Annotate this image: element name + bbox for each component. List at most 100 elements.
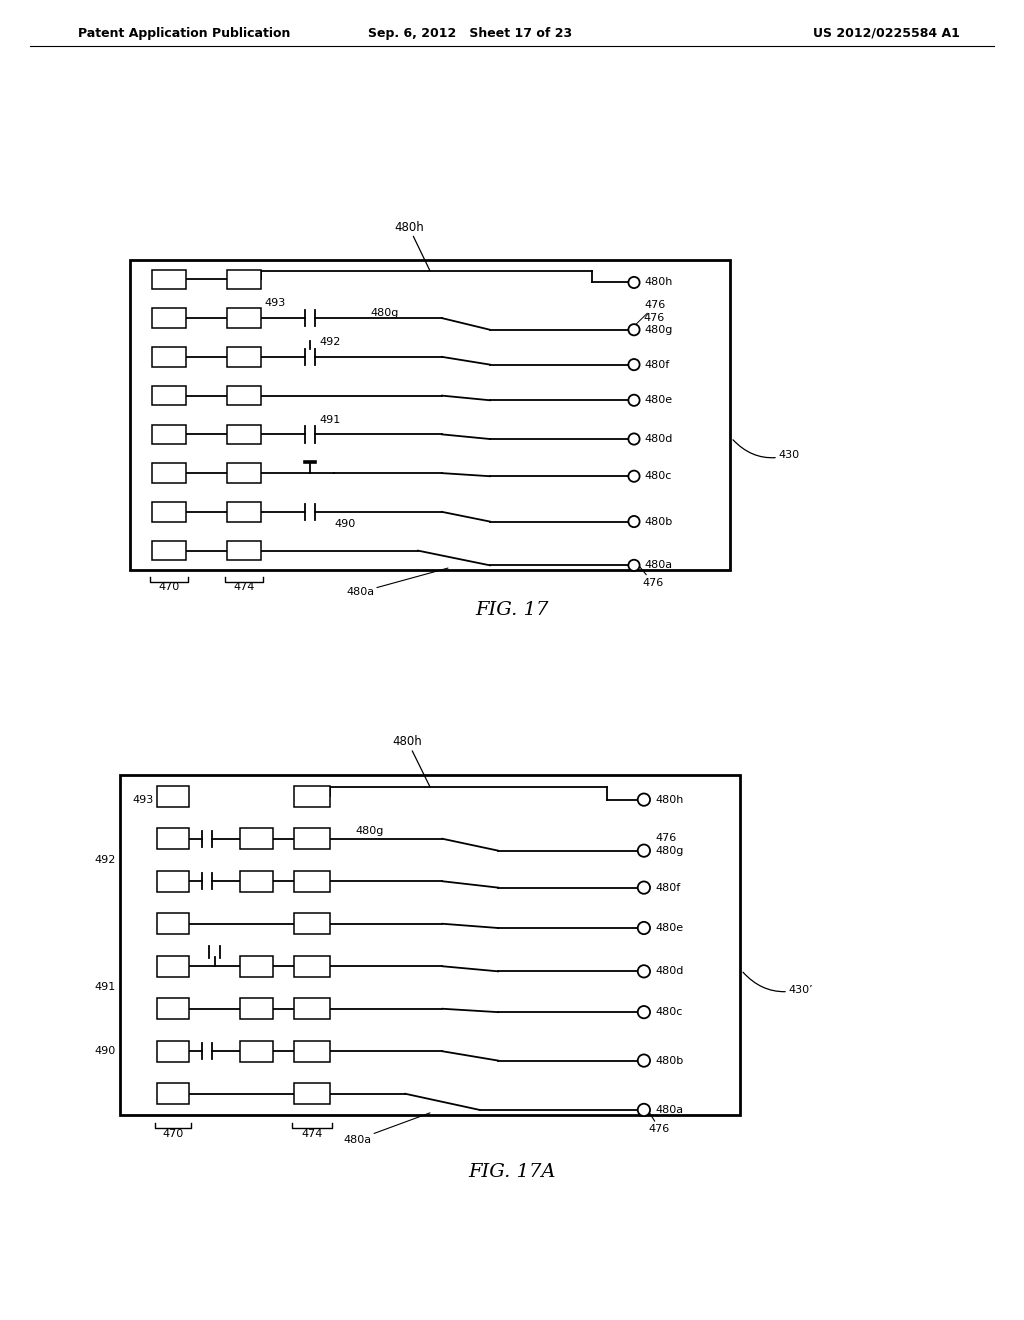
Bar bbox=[294, 1084, 330, 1105]
Text: 480g: 480g bbox=[645, 325, 673, 335]
Bar bbox=[226, 502, 261, 521]
Text: 480g: 480g bbox=[655, 846, 683, 855]
Text: 491: 491 bbox=[319, 414, 341, 425]
Text: 492: 492 bbox=[319, 337, 341, 347]
Bar bbox=[294, 998, 330, 1019]
Circle shape bbox=[629, 471, 640, 482]
Bar bbox=[152, 502, 186, 521]
Bar bbox=[294, 913, 330, 935]
Bar bbox=[157, 998, 188, 1019]
Circle shape bbox=[629, 359, 640, 370]
Text: FIG. 17A: FIG. 17A bbox=[468, 1163, 556, 1181]
Text: 476: 476 bbox=[629, 301, 666, 331]
Circle shape bbox=[638, 882, 650, 894]
Text: 480b: 480b bbox=[645, 516, 673, 527]
Text: 490: 490 bbox=[95, 1047, 116, 1056]
Bar bbox=[226, 463, 261, 483]
Bar bbox=[157, 785, 188, 807]
Text: 480g: 480g bbox=[370, 308, 398, 318]
Text: Sep. 6, 2012   Sheet 17 of 23: Sep. 6, 2012 Sheet 17 of 23 bbox=[368, 26, 572, 40]
Text: 470: 470 bbox=[162, 1129, 183, 1139]
Bar bbox=[152, 309, 186, 327]
Text: 480h: 480h bbox=[394, 220, 430, 271]
Circle shape bbox=[629, 516, 640, 527]
Text: 480h: 480h bbox=[645, 277, 673, 288]
Bar bbox=[241, 828, 272, 849]
Circle shape bbox=[629, 277, 640, 288]
Text: 480a: 480a bbox=[343, 1113, 430, 1144]
Text: 493: 493 bbox=[132, 795, 154, 805]
Circle shape bbox=[638, 1055, 650, 1067]
Text: 480g: 480g bbox=[355, 826, 384, 837]
Text: 476: 476 bbox=[644, 1104, 670, 1134]
Circle shape bbox=[638, 921, 650, 935]
Text: 474: 474 bbox=[233, 582, 255, 593]
Bar bbox=[241, 956, 272, 977]
Bar bbox=[226, 425, 261, 444]
Circle shape bbox=[638, 1104, 650, 1117]
Text: 476: 476 bbox=[644, 313, 665, 323]
Text: 480d: 480d bbox=[645, 434, 673, 444]
Bar bbox=[157, 828, 188, 849]
Bar bbox=[226, 309, 261, 327]
Text: 480e: 480e bbox=[645, 395, 673, 405]
Bar bbox=[294, 871, 330, 892]
Text: 492: 492 bbox=[94, 855, 116, 865]
Bar bbox=[241, 998, 272, 1019]
Bar bbox=[152, 541, 186, 560]
Bar bbox=[152, 269, 186, 289]
Text: 480a: 480a bbox=[645, 561, 673, 570]
Text: 480h: 480h bbox=[393, 735, 430, 787]
Text: 480a: 480a bbox=[346, 568, 449, 597]
Circle shape bbox=[638, 845, 650, 857]
Bar bbox=[152, 347, 186, 367]
Circle shape bbox=[638, 1006, 650, 1018]
Bar bbox=[226, 541, 261, 560]
Bar bbox=[241, 871, 272, 892]
Text: 430: 430 bbox=[733, 440, 799, 461]
Bar bbox=[130, 260, 730, 570]
Bar bbox=[294, 785, 330, 807]
Text: Patent Application Publication: Patent Application Publication bbox=[78, 26, 291, 40]
Text: 480c: 480c bbox=[645, 471, 672, 482]
Text: 480c: 480c bbox=[655, 1007, 682, 1018]
Circle shape bbox=[629, 395, 640, 405]
Bar bbox=[157, 956, 188, 977]
Bar bbox=[226, 385, 261, 405]
Bar bbox=[157, 871, 188, 892]
Text: 480a: 480a bbox=[655, 1105, 683, 1115]
Bar bbox=[152, 425, 186, 444]
Bar bbox=[152, 385, 186, 405]
Text: 480f: 480f bbox=[655, 883, 680, 892]
Text: 474: 474 bbox=[301, 1129, 323, 1139]
Circle shape bbox=[638, 965, 650, 978]
Bar bbox=[294, 828, 330, 849]
Bar bbox=[241, 1040, 272, 1061]
Text: 476: 476 bbox=[655, 833, 676, 843]
Text: 480h: 480h bbox=[655, 795, 683, 805]
Text: US 2012/0225584 A1: US 2012/0225584 A1 bbox=[813, 26, 961, 40]
Text: FIG. 17: FIG. 17 bbox=[475, 601, 549, 619]
Text: 430’: 430’ bbox=[743, 973, 813, 994]
Bar bbox=[294, 956, 330, 977]
Text: 470: 470 bbox=[159, 582, 179, 593]
Bar bbox=[294, 1040, 330, 1061]
Text: 480e: 480e bbox=[655, 923, 683, 933]
Circle shape bbox=[629, 560, 640, 572]
Text: 476: 476 bbox=[634, 560, 664, 587]
Circle shape bbox=[629, 325, 640, 335]
Bar bbox=[152, 463, 186, 483]
Text: 480f: 480f bbox=[645, 359, 670, 370]
Bar bbox=[226, 347, 261, 367]
Bar bbox=[157, 1084, 188, 1105]
Bar bbox=[157, 1040, 188, 1061]
Circle shape bbox=[629, 433, 640, 445]
Text: 480d: 480d bbox=[655, 966, 683, 977]
Text: 490: 490 bbox=[334, 519, 355, 528]
Bar bbox=[226, 269, 261, 289]
Text: 480b: 480b bbox=[655, 1056, 683, 1065]
Bar bbox=[157, 913, 188, 935]
Text: 493: 493 bbox=[264, 298, 286, 308]
Text: 491: 491 bbox=[95, 982, 116, 993]
Bar bbox=[120, 775, 740, 1115]
